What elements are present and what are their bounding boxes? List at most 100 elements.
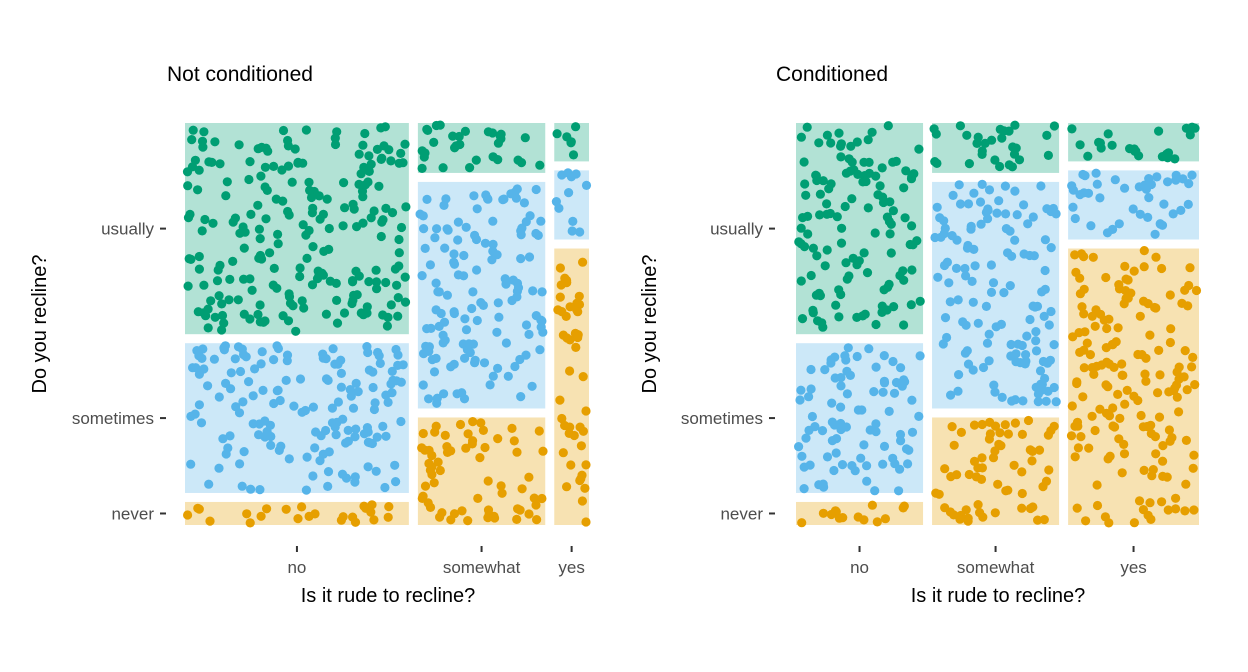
left-point-no-usually [381,277,391,288]
right-point-yes-never [1139,246,1149,256]
left-point-no-never [194,504,204,514]
left-point-no-usually [338,221,348,231]
left-point-no-sometimes [336,382,346,392]
left-point-somewhat-sometimes [517,223,527,233]
right-point-no-sometimes [822,452,833,462]
left-point-somewhat-sometimes [438,330,448,340]
right-point-somewhat-sometimes [961,271,971,281]
left-point-somewhat-sometimes [480,238,490,248]
left-point-somewhat-sometimes [449,259,460,269]
left-point-no-usually [193,185,203,195]
left-point-no-sometimes [327,403,337,413]
right-point-no-usually [818,322,828,332]
left-point-somewhat-sometimes [501,279,511,289]
left-point-no-sometimes [310,443,320,453]
left-point-no-usually [284,210,294,220]
right-point-somewhat-sometimes [984,356,994,366]
left-point-somewhat-sometimes [519,198,530,208]
right-point-somewhat-sometimes [1000,181,1011,191]
right-point-somewhat-never [1001,486,1011,496]
left-point-no-usually [295,271,305,282]
right-point-no-sometimes [799,462,809,472]
left-point-no-usually [239,274,249,284]
right-point-no-sometimes [907,427,918,437]
right-point-yes-never [1183,301,1193,311]
right-point-somewhat-never [971,472,982,482]
right-point-no-usually [853,169,863,179]
left-point-no-sometimes [203,381,213,391]
left-point-no-usually [239,243,249,253]
right-point-yes-sometimes [1078,169,1088,180]
right-point-no-usually [871,319,881,330]
left-point-no-sometimes [370,398,380,408]
right-point-somewhat-sometimes [1039,311,1049,321]
right-point-no-sometimes [853,405,864,415]
right-point-yes-never [1162,472,1172,482]
left-point-no-sometimes [225,431,235,441]
right-point-yes-never [1084,443,1094,453]
left-point-no-usually [219,318,229,328]
left-point-yes-sometimes [575,227,585,237]
left-point-no-usually [203,304,213,314]
right-point-yes-never [1165,436,1175,446]
right-point-no-usually [852,137,862,147]
right-point-no-sometimes [915,351,925,361]
right-point-no-sometimes [914,411,924,421]
left-point-no-sometimes [239,447,249,457]
right-point-somewhat-sometimes [930,232,940,243]
left-point-no-usually [273,239,283,249]
right-point-no-sometimes [827,417,838,427]
left-y-tick-label-sometimes: sometimes [72,409,154,428]
left-point-no-usually [228,256,238,266]
left-point-somewhat-never [538,446,548,456]
left-point-no-sometimes [396,416,406,427]
right-point-no-usually [847,194,857,204]
right-point-yes-never [1079,363,1089,373]
left-point-yes-never [578,372,588,382]
right-point-no-usually [899,275,909,285]
right-point-somewhat-sometimes [1031,336,1041,346]
left-point-yes-never [573,307,583,317]
left-point-somewhat-sometimes [422,194,432,204]
right-point-somewhat-sometimes [967,276,977,286]
right-point-somewhat-sometimes [978,362,989,373]
left-point-somewhat-sometimes [535,345,545,355]
right-point-yes-never [1189,450,1199,460]
right-point-yes-never [1146,420,1156,430]
right-point-no-usually [888,206,899,216]
left-point-no-usually [382,321,392,331]
left-point-somewhat-never [497,488,507,498]
left-point-no-sometimes [269,398,279,409]
left-point-yes-never [572,298,582,308]
right-point-somewhat-sometimes [933,272,943,282]
right-point-no-usually [907,221,917,231]
left-point-no-never [205,516,215,526]
left-y-tick-label-usually: usually [101,220,154,239]
left-point-somewhat-never [435,465,445,476]
right-point-somewhat-sometimes [986,260,997,270]
right-point-no-usually [877,301,887,311]
left-point-no-usually [199,280,209,290]
right-point-yes-never [1120,261,1130,271]
left-point-no-usually [204,157,214,167]
right-point-no-usually [914,144,924,154]
right-x-axis-title: Is it rude to recline? [911,585,1086,607]
left-point-no-usually [269,161,279,171]
right-point-yes-never [1155,370,1165,380]
left-point-no-sometimes [368,367,378,377]
left-point-no-usually [183,181,193,191]
right-point-yes-sometimes [1143,212,1153,222]
right-point-yes-usually [1185,130,1195,140]
right-point-yes-usually [1094,137,1104,147]
right-point-no-sometimes [831,434,842,444]
left-point-no-sometimes [323,481,333,491]
left-point-no-sometimes [308,402,318,412]
right-point-somewhat-sometimes [1018,396,1028,406]
right-point-somewhat-never [985,429,996,439]
right-point-yes-sometimes [1187,170,1197,180]
right-point-somewhat-sometimes [984,329,994,339]
right-point-no-usually [858,311,868,321]
right-point-no-sometimes [852,351,862,362]
left-point-somewhat-sometimes [461,325,472,335]
right-point-no-sometimes [856,453,866,463]
